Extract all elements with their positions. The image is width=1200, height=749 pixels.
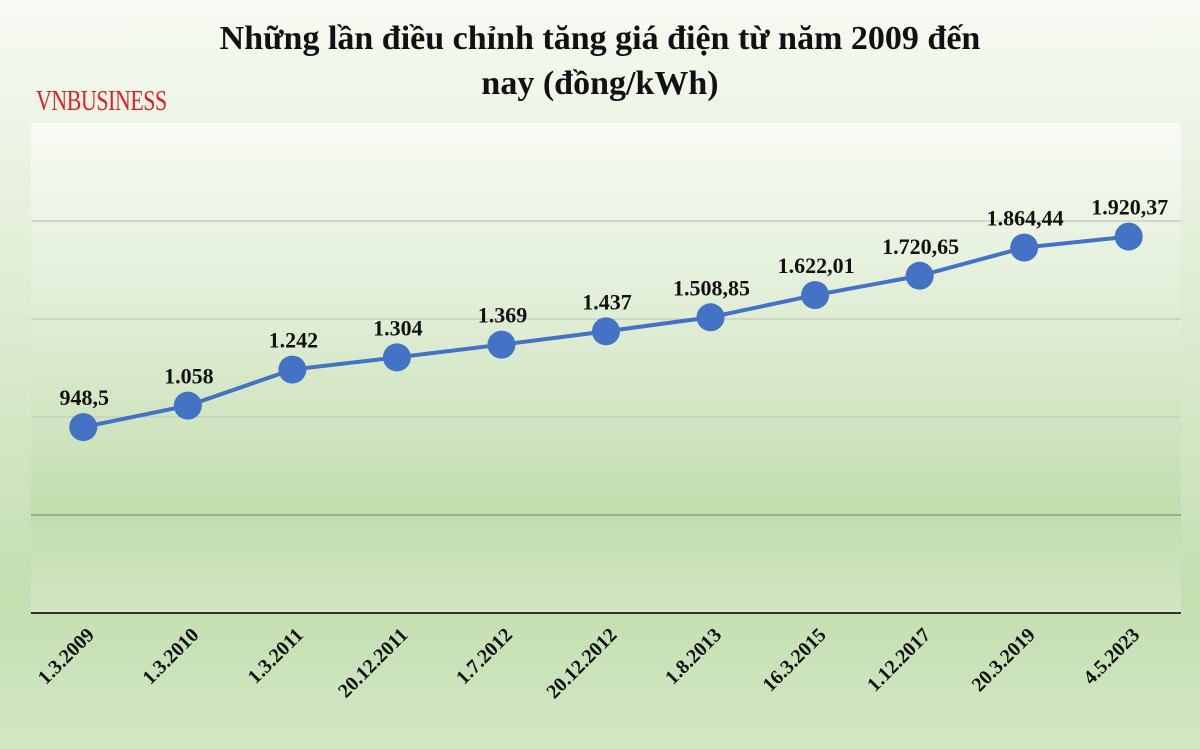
- data-label: 1.304: [373, 315, 423, 340]
- data-point-marker[interactable]: [1114, 222, 1143, 251]
- x-axis-label: 16.3.2015: [759, 624, 831, 696]
- data-label: 1.622,01: [778, 253, 855, 278]
- x-axis-label: 1.7.2012: [452, 624, 517, 689]
- data-point-marker[interactable]: [278, 355, 307, 384]
- plot-area: [31, 123, 1181, 613]
- x-axis-label: 1.12.2017: [863, 624, 935, 696]
- x-axis-label: 1.3.2009: [34, 624, 99, 689]
- data-point-marker[interactable]: [173, 391, 202, 420]
- x-axis-label: 1.3.2010: [138, 624, 203, 689]
- data-point-marker[interactable]: [696, 303, 725, 332]
- data-point-marker[interactable]: [905, 261, 934, 290]
- x-axis-label: 1.3.2011: [244, 624, 308, 688]
- chart-title-line-1: Những lần điều chỉnh tăng giá điện từ nă…: [219, 20, 981, 57]
- data-label: 1.242: [269, 328, 319, 353]
- data-label: 1.720,65: [882, 234, 959, 259]
- brand-logo: VNBUSINESS: [36, 86, 167, 117]
- data-point-marker[interactable]: [592, 317, 620, 346]
- chart-title: Những lần điều chỉnh tăng giá điện từ nă…: [0, 16, 1200, 106]
- data-label: 1.058: [164, 364, 214, 389]
- data-label: 1.920,37: [1091, 195, 1168, 220]
- data-point-marker[interactable]: [1010, 233, 1039, 262]
- x-axis-label: 20.12.2011: [334, 624, 412, 702]
- x-axis-label: 4.5.2023: [1079, 624, 1144, 689]
- x-axis-label: 1.8.2013: [661, 624, 726, 689]
- data-markers: [69, 222, 1143, 442]
- x-axis-labels: 1.3.2009 1.3.2010 1.3.2011 20.12.2011 1.7.20…: [34, 624, 1145, 703]
- data-point-marker[interactable]: [382, 343, 411, 372]
- x-axis-label: 20.3.2019: [968, 624, 1040, 696]
- data-label: 1.369: [478, 303, 528, 328]
- chart-title-line-2: nay (đồng/kWh): [481, 65, 719, 102]
- data-label: 1.437: [582, 289, 632, 314]
- x-axis-label: 20.12.2012: [542, 624, 621, 703]
- data-labels: 948,5 1.058 1.242 1.304 1.369 1.437 1.508,85 1.…: [60, 195, 1169, 410]
- data-point-marker[interactable]: [801, 281, 830, 310]
- data-point-marker[interactable]: [487, 330, 516, 359]
- data-label: 1.508,85: [673, 275, 750, 300]
- data-point-marker[interactable]: [69, 413, 98, 442]
- data-label: 948,5: [60, 385, 110, 410]
- data-label: 1.864,44: [987, 206, 1064, 231]
